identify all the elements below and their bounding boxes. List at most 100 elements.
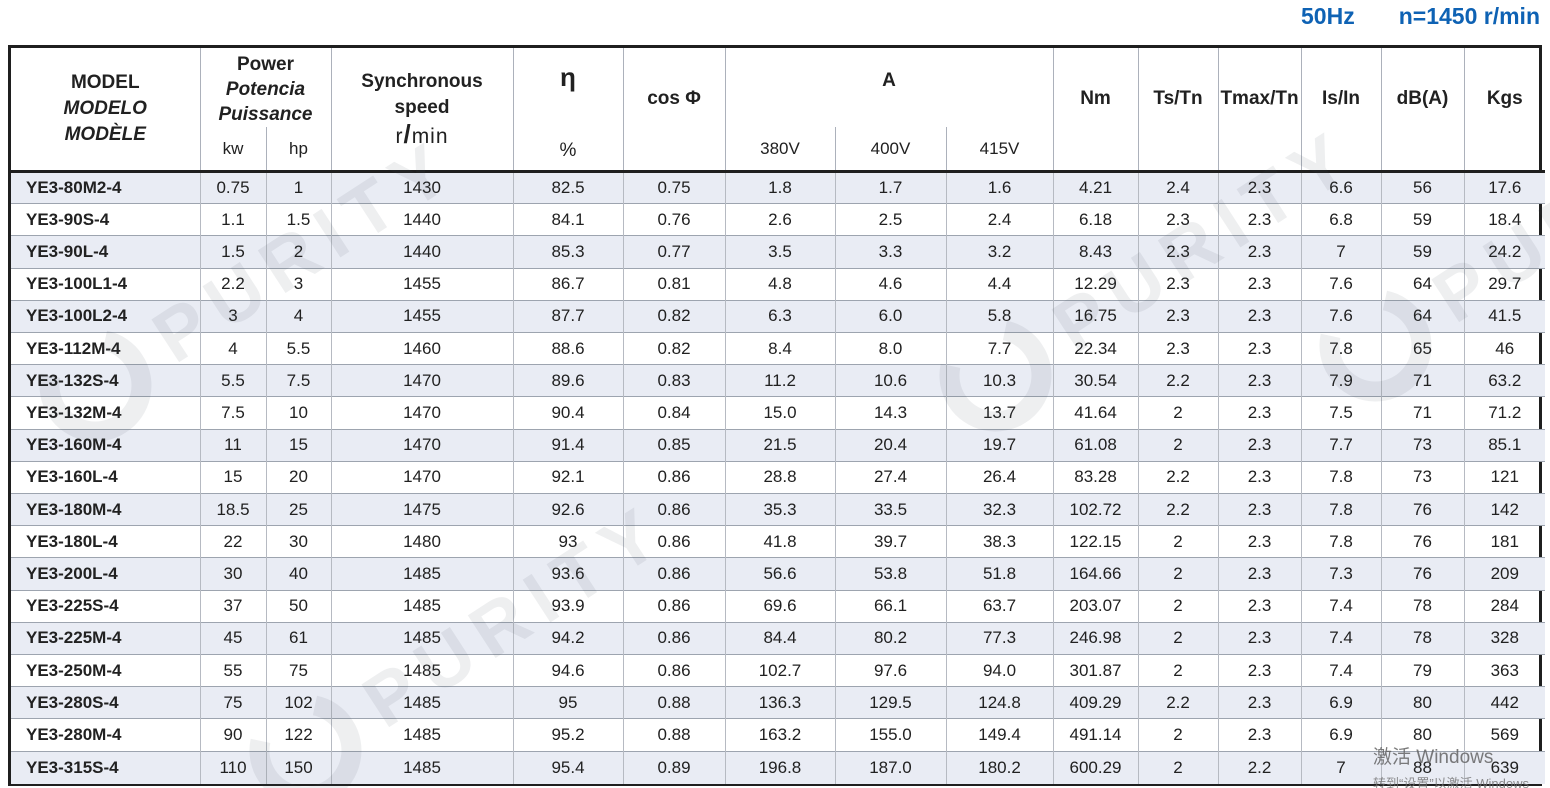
model-cell: YE3-80M2-4 (11, 171, 201, 204)
value-cell: 142 (1464, 493, 1546, 526)
value-cell: 37 (200, 589, 267, 623)
table-row: YE3-100L1-4 2.2 3 1455 86.7 0.81 4.8 4.6 4.4 12.2… (11, 267, 1546, 301)
value-cell: 121 (1464, 460, 1546, 494)
value-cell: 92.1 (513, 460, 624, 494)
value-cell: 639 (1464, 750, 1546, 784)
value-cell: 71 (1381, 364, 1465, 397)
value-cell: 79 (1381, 654, 1465, 687)
model-cell: YE3-280S-4 (11, 686, 201, 719)
value-cell: 75 (200, 686, 267, 719)
value-cell: 11 (200, 428, 267, 462)
value-cell: 6.0 (835, 299, 947, 333)
value-cell: 19.7 (946, 428, 1054, 462)
value-cell: 1485 (331, 750, 514, 784)
col-header-nm: Nm (1053, 48, 1139, 172)
value-cell: 196.8 (725, 750, 836, 784)
value-cell: 7.8 (1301, 493, 1382, 526)
value-cell: 41.8 (725, 525, 836, 558)
value-cell: 1480 (331, 525, 514, 558)
col-header-ts-tn: Ts/Tn (1138, 48, 1219, 172)
value-cell: 2 (1138, 750, 1219, 784)
model-cell: YE3-132M-4 (11, 396, 201, 430)
value-cell: 7.6 (1301, 267, 1382, 301)
value-cell: 18.5 (200, 493, 267, 526)
value-cell: 2 (1138, 654, 1219, 687)
value-cell: 66.1 (835, 589, 947, 623)
value-cell: 15.0 (725, 396, 836, 430)
value-cell: 30 (200, 557, 267, 591)
value-cell: 0.76 (623, 203, 726, 236)
model-cell: YE3-250M-4 (11, 654, 201, 687)
value-cell: 63.2 (1464, 364, 1546, 397)
value-cell: 0.82 (623, 332, 726, 365)
value-cell: 5.8 (946, 299, 1054, 333)
value-cell: 1470 (331, 460, 514, 494)
value-cell: 85.1 (1464, 428, 1546, 462)
value-cell: 87.7 (513, 299, 624, 333)
value-cell: 75 (266, 654, 332, 687)
value-cell: 4.21 (1053, 171, 1139, 204)
value-cell: 2.3 (1218, 686, 1302, 719)
value-cell: 14.3 (835, 396, 947, 430)
value-cell: 10.6 (835, 364, 947, 397)
value-cell: 59 (1381, 235, 1465, 269)
value-cell: 4 (266, 299, 332, 333)
value-cell: 1460 (331, 332, 514, 365)
value-cell: 1470 (331, 396, 514, 430)
value-cell: 2 (1138, 396, 1219, 430)
value-cell: 82.5 (513, 171, 624, 204)
value-cell: 24.2 (1464, 235, 1546, 269)
value-cell: 6.9 (1301, 718, 1382, 752)
value-cell: 0.86 (623, 557, 726, 591)
value-cell: 46 (1464, 332, 1546, 365)
col-header-power: Power Potencia Puissance (200, 48, 332, 128)
value-cell: 1485 (331, 686, 514, 719)
value-cell: 1.7 (835, 171, 947, 204)
value-cell: 122.15 (1053, 525, 1139, 558)
value-cell: 328 (1464, 621, 1546, 655)
col-header-sync-speed: Synchronous speed r/min (331, 48, 514, 172)
value-cell: 13.7 (946, 396, 1054, 430)
value-cell: 2.3 (1218, 203, 1302, 236)
value-cell: 3.5 (725, 235, 836, 269)
value-cell: 10.3 (946, 364, 1054, 397)
value-cell: 7.4 (1301, 654, 1382, 687)
value-cell: 2.3 (1138, 203, 1219, 236)
table-row: YE3-280S-4 75 102 1485 95 0.88 136.3 129.5 124.8… (11, 686, 1546, 719)
value-cell: 84.1 (513, 203, 624, 236)
col-header-380v: 380V (725, 127, 836, 172)
value-cell: 80.2 (835, 621, 947, 655)
table-row: YE3-112M-4 4 5.5 1460 88.6 0.82 8.4 8.0 7.7 22.34… (11, 332, 1546, 365)
value-cell: 2.3 (1218, 396, 1302, 430)
value-cell: 76 (1381, 525, 1465, 558)
model-cell: YE3-100L2-4 (11, 299, 201, 333)
value-cell: 97.6 (835, 654, 947, 687)
value-cell: 284 (1464, 589, 1546, 623)
value-cell: 76 (1381, 557, 1465, 591)
value-cell: 0.83 (623, 364, 726, 397)
col-header-cos-phi: cos Φ (623, 48, 726, 172)
value-cell: 2.3 (1138, 267, 1219, 301)
value-cell: 136.3 (725, 686, 836, 719)
model-cell: YE3-315S-4 (11, 750, 201, 784)
value-cell: 6.8 (1301, 203, 1382, 236)
table-row: YE3-100L2-4 3 4 1455 87.7 0.82 6.3 6.0 5.8 16.75 2… (11, 299, 1546, 333)
value-cell: 124.8 (946, 686, 1054, 719)
value-cell: 91.4 (513, 428, 624, 462)
value-cell: 7.6 (1301, 299, 1382, 333)
value-cell: 77.3 (946, 621, 1054, 655)
value-cell: 38.3 (946, 525, 1054, 558)
value-cell: 90 (200, 718, 267, 752)
value-cell: 2.3 (1218, 428, 1302, 462)
value-cell: 0.84 (623, 396, 726, 430)
value-cell: 0.75 (200, 171, 267, 204)
value-cell: 4.8 (725, 267, 836, 301)
value-cell: 55 (200, 654, 267, 687)
value-cell: 8.4 (725, 332, 836, 365)
value-cell: 2.5 (835, 203, 947, 236)
value-cell: 94.2 (513, 621, 624, 655)
table-row: YE3-132M-4 7.5 10 1470 90.4 0.84 15.0 14.3 13.7 4… (11, 396, 1546, 430)
value-cell: 2.3 (1138, 332, 1219, 365)
windows-activation-line1: 激活 Windows (1373, 747, 1494, 768)
value-cell: 0.86 (623, 460, 726, 494)
